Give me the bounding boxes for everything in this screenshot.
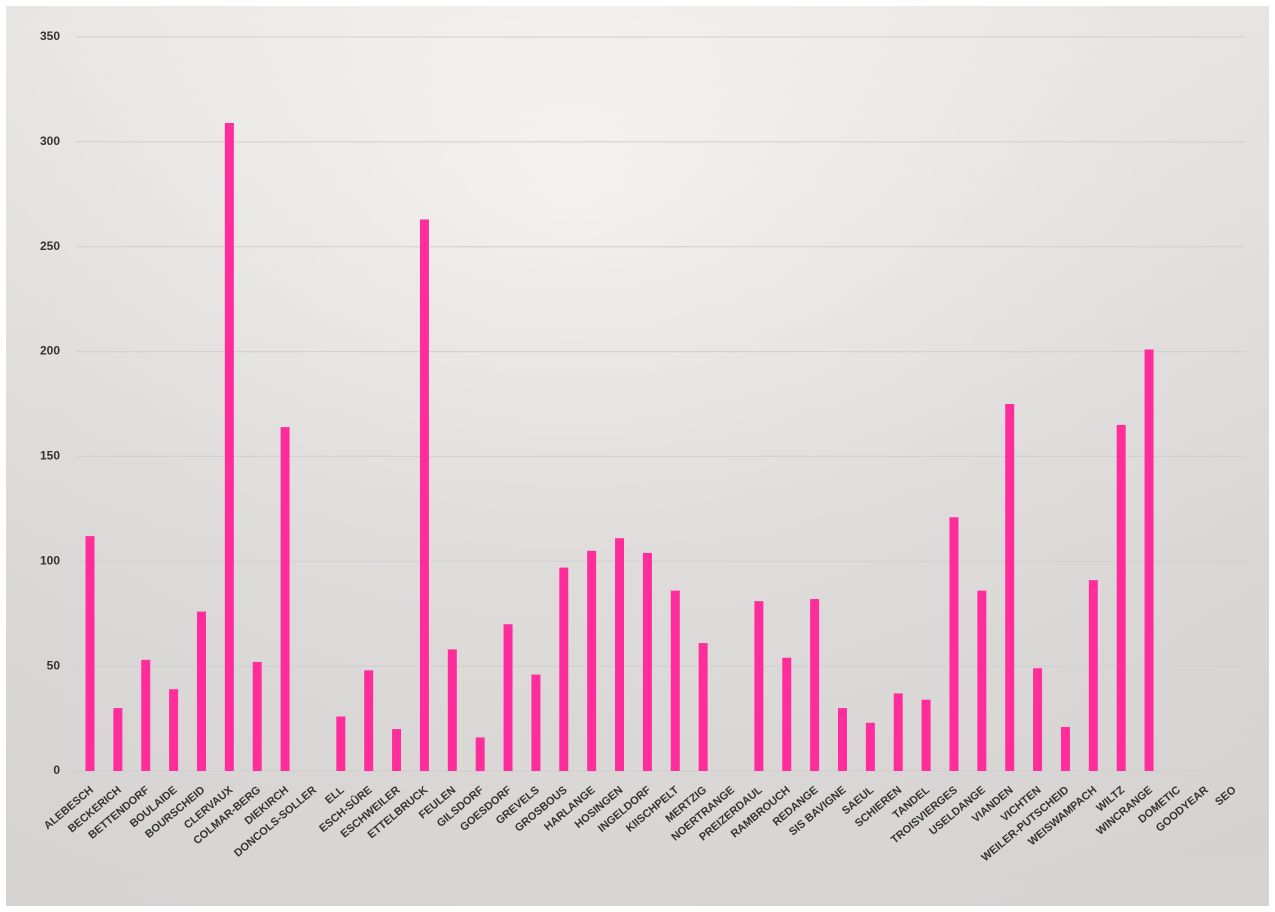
y-tick-label: 50 xyxy=(47,658,61,672)
bar xyxy=(169,689,179,771)
bar xyxy=(419,219,429,772)
bar xyxy=(1060,726,1070,771)
bar xyxy=(865,722,875,771)
bar xyxy=(503,624,513,771)
y-tick-label: 200 xyxy=(40,344,60,358)
bar xyxy=(447,649,457,771)
bar xyxy=(587,550,597,771)
y-tick-label: 350 xyxy=(40,29,60,43)
bar xyxy=(392,729,402,771)
bar xyxy=(280,427,290,771)
bar xyxy=(837,708,847,771)
bar xyxy=(364,670,374,771)
bar xyxy=(224,122,234,772)
bar xyxy=(977,590,987,771)
bar xyxy=(670,590,680,771)
y-tick-label: 250 xyxy=(40,239,60,253)
bar xyxy=(1005,404,1015,771)
bar xyxy=(642,552,652,771)
bar xyxy=(949,517,959,771)
bar xyxy=(113,708,123,771)
bar xyxy=(782,657,792,771)
bar xyxy=(1144,349,1154,771)
bar xyxy=(893,693,903,771)
bar xyxy=(252,661,262,771)
bar xyxy=(475,737,485,771)
bar xyxy=(1088,580,1098,771)
bar xyxy=(754,601,764,771)
bar xyxy=(698,643,708,771)
bar xyxy=(1033,668,1043,771)
bar xyxy=(196,611,206,771)
bar xyxy=(336,716,346,771)
bar xyxy=(615,538,625,771)
y-tick-label: 300 xyxy=(40,134,60,148)
bar xyxy=(810,599,820,771)
y-tick-label: 150 xyxy=(40,449,60,463)
bar xyxy=(921,699,931,771)
bar xyxy=(559,567,569,771)
bar xyxy=(85,536,95,771)
y-tick-label: 0 xyxy=(53,763,60,777)
bar xyxy=(531,674,541,771)
bar xyxy=(1116,424,1126,771)
y-tick-label: 100 xyxy=(40,553,60,567)
bar xyxy=(141,659,151,771)
